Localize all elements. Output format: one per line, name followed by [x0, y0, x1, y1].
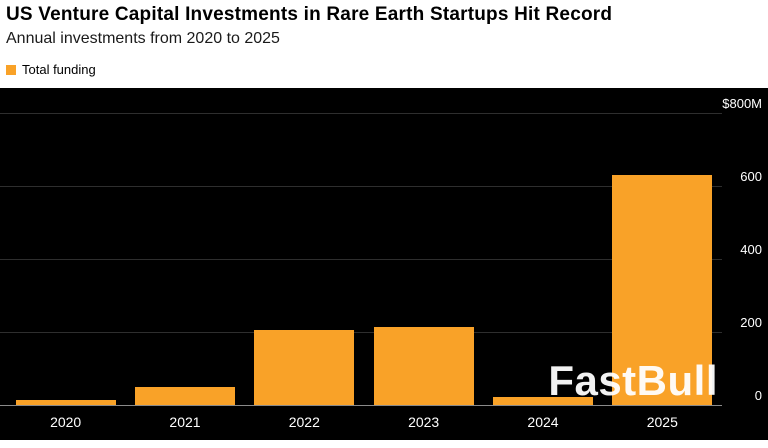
x-tick-label-2020: 2020	[50, 414, 82, 430]
chart-title: US Venture Capital Investments in Rare E…	[6, 4, 613, 25]
bar-2023	[373, 326, 474, 405]
bar-2020	[15, 399, 116, 405]
x-tick-label-2022: 2022	[288, 414, 320, 430]
bar-chart: FastBull 0 200 400 600 $800M 2020 2021 2022 2023…	[0, 88, 768, 440]
x-axis-line	[0, 405, 722, 406]
x-tick-label-2023: 2023	[408, 414, 440, 430]
bar-2025	[612, 175, 713, 405]
chart-header: US Venture Capital Investments in Rare E…	[0, 0, 768, 77]
bar-2024	[493, 396, 593, 405]
footer-strip	[0, 440, 768, 448]
y-tick-label-600: 600	[740, 169, 762, 184]
x-tick-label-2025: 2025	[646, 414, 678, 430]
y-tick-label-200: 200	[740, 315, 762, 330]
bar-2021	[135, 386, 235, 405]
gridline-600	[0, 186, 722, 187]
bar-2022	[254, 330, 355, 405]
legend: Total funding	[6, 62, 760, 77]
x-tick-label-2021: 2021	[169, 414, 201, 430]
y-tick-label-800: $800M	[722, 96, 762, 111]
chart-subtitle: Annual investments from 2020 to 2025	[6, 30, 280, 47]
y-tick-label-400: 400	[740, 242, 762, 257]
y-tick-label-0: 0	[754, 388, 762, 403]
x-tick-label-2024: 2024	[527, 414, 559, 430]
gridline-800	[0, 113, 722, 114]
gridline-400	[0, 259, 722, 260]
watermark: FastBull	[548, 357, 718, 404]
legend-label: Total funding	[22, 62, 96, 77]
legend-swatch-icon	[6, 64, 16, 75]
gridline-200	[0, 332, 722, 333]
